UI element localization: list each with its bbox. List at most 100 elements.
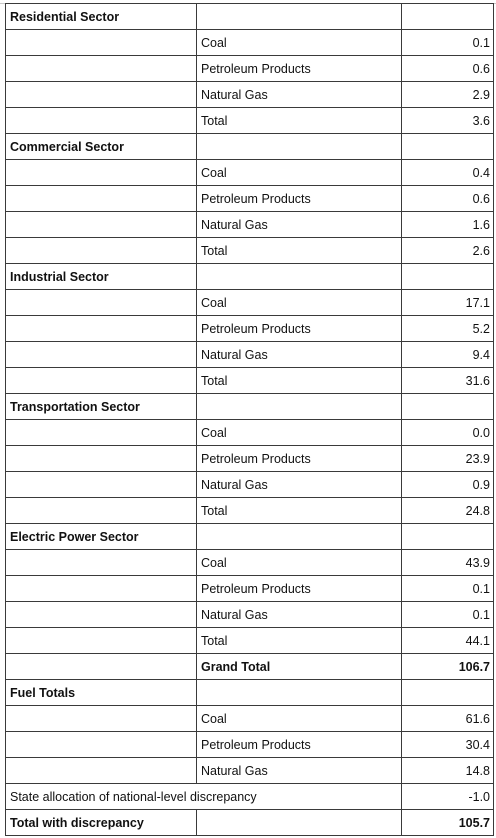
empty-cell[interactable]	[5, 471, 197, 498]
value-cell[interactable]: 1.6	[401, 211, 494, 238]
total-with-discrepancy-value[interactable]: 105.7	[401, 809, 494, 836]
value-cell[interactable]: 9.4	[401, 341, 494, 368]
value-cell[interactable]: 0.4	[401, 159, 494, 186]
empty-cell[interactable]	[196, 263, 402, 290]
value-cell[interactable]: 14.8	[401, 757, 494, 784]
total-value[interactable]: 3.6	[401, 107, 494, 134]
fuel-label[interactable]: Natural Gas	[196, 81, 402, 108]
empty-cell[interactable]	[196, 523, 402, 550]
value-cell[interactable]: 17.1	[401, 289, 494, 316]
empty-cell[interactable]	[5, 55, 197, 82]
fuel-label[interactable]: Coal	[196, 705, 402, 732]
fuel-label[interactable]: Petroleum Products	[196, 445, 402, 472]
empty-cell[interactable]	[5, 367, 197, 394]
value-cell[interactable]: 2.9	[401, 81, 494, 108]
value-cell[interactable]: 30.4	[401, 731, 494, 758]
empty-cell[interactable]	[401, 393, 494, 420]
section-title[interactable]: Fuel Totals	[5, 679, 197, 706]
empty-cell[interactable]	[401, 263, 494, 290]
value-cell[interactable]: 43.9	[401, 549, 494, 576]
table-row: Natural Gas 9.4	[5, 341, 494, 368]
empty-cell[interactable]	[5, 549, 197, 576]
empty-cell[interactable]	[5, 627, 197, 654]
fuel-label[interactable]: Natural Gas	[196, 601, 402, 628]
fuel-label[interactable]: Natural Gas	[196, 211, 402, 238]
fuel-label[interactable]: Coal	[196, 29, 402, 56]
empty-cell[interactable]	[5, 705, 197, 732]
value-cell[interactable]: 0.1	[401, 601, 494, 628]
total-with-discrepancy-label[interactable]: Total with discrepancy	[5, 809, 197, 836]
table-row: Coal 43.9	[5, 549, 494, 576]
total-value[interactable]: 44.1	[401, 627, 494, 654]
section-title[interactable]: Commercial Sector	[5, 133, 197, 160]
empty-cell[interactable]	[196, 679, 402, 706]
total-value[interactable]: 31.6	[401, 367, 494, 394]
grand-total-label[interactable]: Grand Total	[196, 653, 402, 680]
empty-cell[interactable]	[5, 731, 197, 758]
empty-cell[interactable]	[5, 185, 197, 212]
empty-cell[interactable]	[5, 445, 197, 472]
empty-cell[interactable]	[401, 133, 494, 160]
value-cell[interactable]: 0.1	[401, 29, 494, 56]
empty-cell[interactable]	[5, 159, 197, 186]
empty-cell[interactable]	[5, 601, 197, 628]
empty-cell[interactable]	[401, 679, 494, 706]
empty-cell[interactable]	[196, 3, 402, 30]
value-cell[interactable]: 23.9	[401, 445, 494, 472]
empty-cell[interactable]	[401, 523, 494, 550]
empty-cell[interactable]	[5, 29, 197, 56]
value-cell[interactable]: 0.0	[401, 419, 494, 446]
empty-cell[interactable]	[196, 393, 402, 420]
total-label[interactable]: Total	[196, 237, 402, 264]
section-title[interactable]: Residential Sector	[5, 3, 197, 30]
section-title[interactable]: Industrial Sector	[5, 263, 197, 290]
fuel-label[interactable]: Natural Gas	[196, 471, 402, 498]
discrepancy-value[interactable]: -1.0	[401, 783, 494, 810]
total-label[interactable]: Total	[196, 497, 402, 524]
table-row: Petroleum Products 30.4	[5, 731, 494, 758]
empty-cell[interactable]	[5, 81, 197, 108]
empty-cell[interactable]	[5, 497, 197, 524]
empty-cell[interactable]	[5, 211, 197, 238]
total-value[interactable]: 24.8	[401, 497, 494, 524]
fuel-label[interactable]: Petroleum Products	[196, 731, 402, 758]
empty-cell[interactable]	[5, 419, 197, 446]
value-cell[interactable]: 0.6	[401, 185, 494, 212]
empty-cell[interactable]	[401, 3, 494, 30]
fuel-label[interactable]: Petroleum Products	[196, 315, 402, 342]
empty-cell[interactable]	[196, 809, 402, 836]
fuel-label[interactable]: Petroleum Products	[196, 185, 402, 212]
value-cell[interactable]: 0.1	[401, 575, 494, 602]
fuel-label[interactable]: Petroleum Products	[196, 55, 402, 82]
section-title[interactable]: Transportation Sector	[5, 393, 197, 420]
empty-cell[interactable]	[5, 757, 197, 784]
empty-cell[interactable]	[5, 341, 197, 368]
discrepancy-label[interactable]: State allocation of national-level discr…	[5, 783, 402, 810]
value-cell[interactable]: 0.9	[401, 471, 494, 498]
empty-cell[interactable]	[5, 653, 197, 680]
fuel-label[interactable]: Coal	[196, 289, 402, 316]
table-row: Natural Gas 14.8	[5, 757, 494, 784]
fuel-label[interactable]: Coal	[196, 419, 402, 446]
fuel-label[interactable]: Petroleum Products	[196, 575, 402, 602]
empty-cell[interactable]	[196, 133, 402, 160]
total-label[interactable]: Total	[196, 627, 402, 654]
empty-cell[interactable]	[5, 315, 197, 342]
empty-cell[interactable]	[5, 289, 197, 316]
empty-cell[interactable]	[5, 237, 197, 264]
total-value[interactable]: 2.6	[401, 237, 494, 264]
grand-total-value[interactable]: 106.7	[401, 653, 494, 680]
fuel-label[interactable]: Natural Gas	[196, 757, 402, 784]
value-cell[interactable]: 0.6	[401, 55, 494, 82]
section-title[interactable]: Electric Power Sector	[5, 523, 197, 550]
fuel-label[interactable]: Coal	[196, 159, 402, 186]
value-cell[interactable]: 5.2	[401, 315, 494, 342]
total-label[interactable]: Total	[196, 107, 402, 134]
table-row: Petroleum Products 5.2	[5, 315, 494, 342]
fuel-label[interactable]: Coal	[196, 549, 402, 576]
empty-cell[interactable]	[5, 107, 197, 134]
empty-cell[interactable]	[5, 575, 197, 602]
value-cell[interactable]: 61.6	[401, 705, 494, 732]
fuel-label[interactable]: Natural Gas	[196, 341, 402, 368]
total-label[interactable]: Total	[196, 367, 402, 394]
